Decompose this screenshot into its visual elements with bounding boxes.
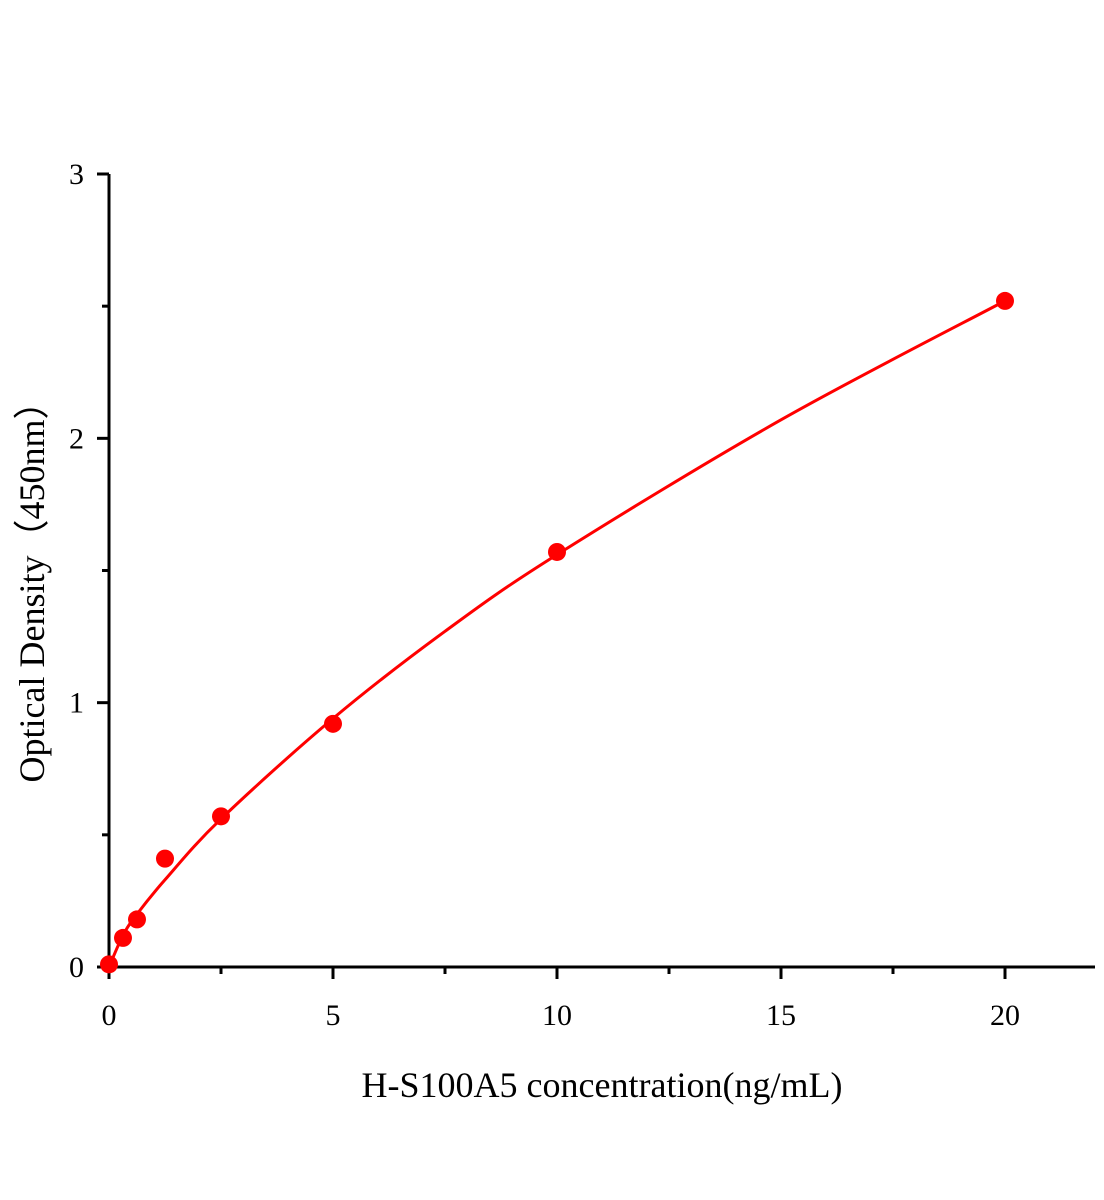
data-point — [100, 955, 118, 974]
axes — [97, 172, 1095, 979]
data-point — [212, 807, 230, 826]
x-tick-label: 20 — [990, 999, 1020, 1032]
y-tick-label: 1 — [69, 687, 84, 720]
x-tick-label: 5 — [326, 999, 341, 1032]
data-point — [156, 849, 174, 868]
fit-curve — [107, 299, 1006, 968]
x-axis-label: H-S100A5 concentration(ng/mL) — [362, 1065, 843, 1105]
data-point — [114, 928, 132, 947]
y-axis-label: Optical Density（450nm） — [12, 384, 52, 783]
tick-labels: 0 5 10 15 20 0 1 2 3 — [69, 158, 1020, 1032]
data-point — [996, 291, 1014, 310]
x-tick-label: 10 — [542, 999, 572, 1032]
y-tick-label: 2 — [69, 422, 84, 455]
y-tick-label: 0 — [69, 951, 84, 984]
x-tick-label: 15 — [766, 999, 796, 1032]
data-point — [324, 714, 342, 733]
x-tick-label: 0 — [102, 999, 117, 1032]
data-point — [128, 910, 146, 929]
data-points — [100, 291, 1014, 974]
y-tick-label: 3 — [69, 158, 84, 191]
data-point — [548, 542, 566, 561]
